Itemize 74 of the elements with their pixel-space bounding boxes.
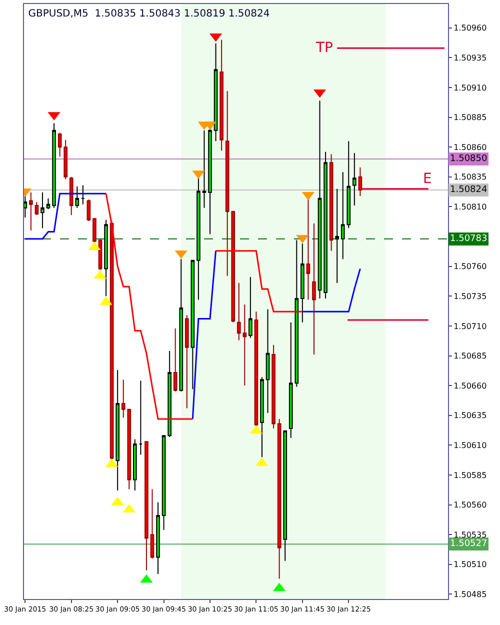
candlestick: [150, 488, 154, 559]
candlestick: [69, 176, 74, 216]
candlestick: [24, 194, 28, 218]
y-tick-label: 1.50685: [454, 352, 487, 361]
ref-line-label: 1.50824: [450, 185, 488, 195]
y-tick-label: 1.50960: [454, 24, 487, 33]
candlestick: [358, 166, 362, 196]
candlestick: [86, 199, 91, 222]
y-tick-label: 1.50760: [454, 262, 487, 272]
candlestick: [52, 122, 56, 208]
y-tick-label: 1.50710: [454, 322, 487, 331]
candlestick: [64, 139, 68, 180]
candlestick: [138, 380, 143, 456]
candlestick: [29, 192, 33, 232]
annotation: E: [423, 171, 432, 187]
candlestick: [190, 260, 195, 390]
candlestick: [168, 350, 172, 438]
candlestick: [81, 184, 85, 205]
y-tick-label: 1.50910: [454, 83, 487, 92]
candlestick: [329, 154, 334, 252]
y-tick-label: 1.50935: [454, 53, 487, 62]
y-tick-label: 1.50535: [454, 530, 487, 540]
y-tick-label: 1.50660: [454, 381, 487, 390]
candlestick: [75, 186, 80, 208]
candlestick: [300, 243, 304, 323]
candlestick: [352, 152, 356, 206]
y-tick-label: 1.50810: [454, 202, 487, 212]
candlestick: [220, 39, 224, 152]
candlestick: [248, 276, 252, 338]
candlestick: [254, 311, 258, 427]
y-tick-label: 1.50610: [454, 440, 487, 450]
candlestick: [132, 438, 137, 491]
candlestick: [306, 198, 310, 300]
y-tick-label: 1.50835: [454, 172, 487, 182]
candlestick: [335, 188, 340, 284]
candlestick: [214, 42, 218, 142]
chart-title: GBPUSD,M5 1.50835 1.50843 1.50819 1.50824: [28, 8, 270, 20]
ref-line-label: 1.50783: [450, 234, 488, 244]
candlestick: [92, 218, 96, 243]
candlestick: [156, 502, 160, 574]
candlestick: [236, 282, 241, 341]
candlestick: [202, 130, 206, 208]
y-tick-label: 1.50510: [454, 560, 487, 570]
y-tick-label: 1.50735: [454, 292, 487, 301]
y-tick-label: 1.50860: [454, 142, 487, 152]
y-tick-label: 1.50635: [454, 411, 487, 420]
y-tick-label: 1.50560: [454, 500, 487, 510]
candlestick: [277, 418, 282, 580]
candlestick: [242, 304, 247, 386]
candlestick: [324, 151, 328, 300]
ref-line-label: 1.50527: [450, 539, 488, 549]
candlestick: [272, 344, 276, 429]
candlestick: [179, 258, 184, 392]
y-tick-label: 1.50585: [454, 470, 487, 480]
ref-line-label: 1.50850: [450, 154, 488, 164]
candlestick: [46, 198, 50, 210]
y-tick-label: 1.50885: [454, 113, 487, 122]
candlestick: [144, 441, 148, 571]
candlestick: [283, 430, 288, 562]
candlestick: [58, 132, 62, 158]
candlestick: [34, 201, 39, 216]
candlestick: [40, 192, 44, 229]
candlestick: [173, 328, 178, 392]
candlestick: [184, 314, 189, 409]
candlestick: [312, 222, 316, 356]
candlestick: [104, 219, 108, 297]
candlestick: [116, 370, 120, 491]
candlestick: [266, 308, 270, 414]
candlestick: [162, 435, 166, 530]
annotation: TP: [315, 40, 333, 56]
candlestick: [196, 178, 200, 300]
y-tick-label: 1.50485: [454, 590, 487, 600]
candlestick: [260, 376, 264, 458]
candlestick: [318, 100, 322, 300]
